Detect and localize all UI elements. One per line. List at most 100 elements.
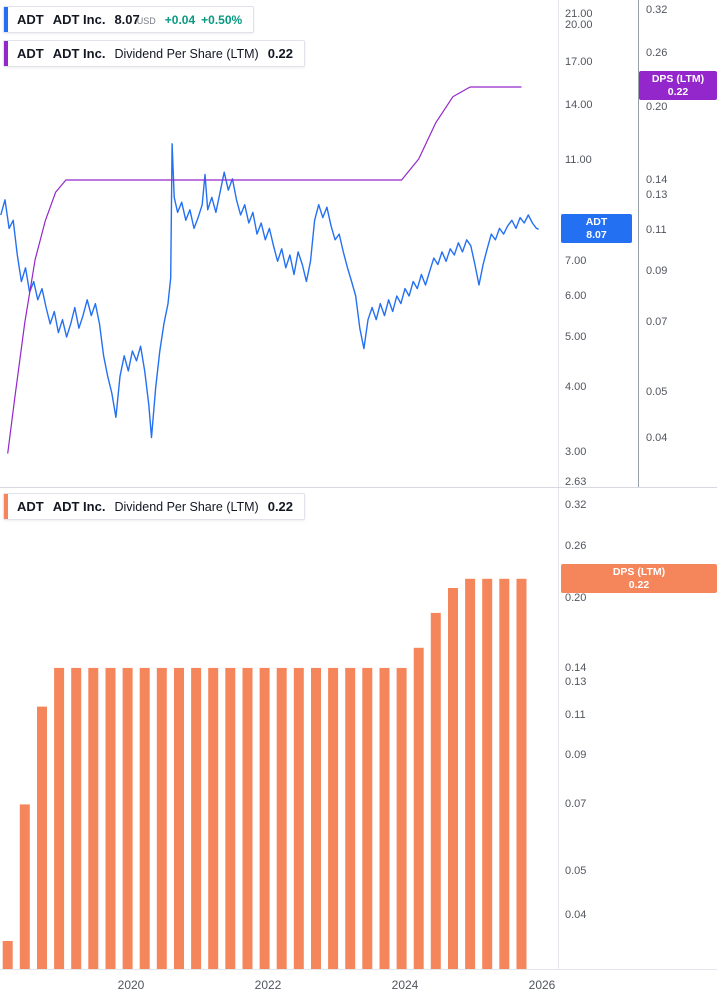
dps-bar (88, 667, 99, 969)
legend-currency: USD (136, 15, 156, 26)
dps-bar (242, 667, 253, 969)
dps-axis-tick: 0.09 (646, 264, 668, 277)
dps-axis-tick: 0.05 (646, 385, 668, 398)
dps-bar (156, 667, 167, 969)
dps-bar (19, 804, 30, 969)
legend-company-name[interactable]: ADT Inc. (52, 46, 106, 61)
price-axis-tick: 11.00 (565, 153, 592, 166)
dps-bar (122, 667, 133, 969)
dps-line (7, 86, 522, 454)
dps-axis-tick: 0.11 (565, 709, 586, 722)
dps-bar (396, 667, 407, 969)
dps-axis-border (638, 0, 639, 487)
legend-metric: Dividend Per Share (LTM) (114, 46, 259, 61)
legend-metric-value: 0.22 (267, 46, 294, 61)
price-axis-tick: 3.00 (565, 446, 587, 459)
dps-axis-tick: 0.13 (646, 189, 668, 202)
bottom-legend-row[interactable]: ADT ADT Inc. Dividend Per Share (LTM) 0.… (3, 493, 306, 520)
x-axis-year-label: 2022 (254, 978, 282, 992)
dps-axis-tick: 0.26 (646, 46, 668, 59)
legend-ticker[interactable]: ADT (17, 12, 44, 27)
dps-axis-tick: 0.20 (646, 100, 668, 113)
x-axis-year-label: 2020 (117, 978, 145, 992)
dps-axis-tick: 0.14 (646, 173, 668, 186)
dps-bar (191, 667, 202, 969)
dps-tag-value: 0.22 (667, 86, 689, 99)
legend-metric: Dividend Per Share (LTM) (114, 499, 259, 514)
x-axis-year-label: 2024 (391, 978, 419, 992)
dps-bar (259, 667, 270, 969)
time-axis[interactable]: 2020 2022 2024 2026 (0, 970, 717, 1005)
dps-bar (413, 647, 424, 969)
dps-bar (174, 667, 184, 969)
dps-bar (37, 706, 47, 969)
dps-bar (362, 667, 373, 969)
dps-bar (328, 667, 339, 969)
time-axis-border (0, 969, 717, 970)
dps-axis-tick: 0.07 (565, 798, 587, 811)
legend-company-name[interactable]: ADT Inc. (52, 499, 106, 514)
price-axis-tag: ADT 8.07 (561, 214, 632, 244)
dps-tag-label: DPS (LTM) (651, 73, 705, 86)
legend-ticker[interactable]: ADT (17, 46, 44, 61)
legend-change: +0.04 (164, 12, 196, 27)
dps-bar (71, 667, 82, 969)
price-tag-value: 8.07 (586, 229, 607, 242)
dps-bar (430, 612, 441, 969)
price-axis-tick: 6.00 (565, 289, 587, 302)
dps-axis-tag-bottom: DPS (LTM) 0.22 (561, 563, 717, 593)
dps-overlay-legend-row[interactable]: ADT ADT Inc. Dividend Per Share (LTM) 0.… (3, 40, 306, 67)
price-axis-tick: 21.00 (565, 8, 593, 20)
dps-axis-tick: 0.14 (565, 661, 587, 674)
dps-axis-tick: 0.05 (565, 864, 587, 877)
dps-bar (293, 667, 304, 969)
panel-divider[interactable] (0, 487, 717, 488)
dps-bar (208, 667, 219, 969)
legend-ticker[interactable]: ADT (17, 499, 44, 514)
dividend-bar-chart-plot[interactable] (0, 487, 717, 1005)
price-axis-tick: 17.00 (565, 55, 593, 68)
dps-tag-value: 0.22 (628, 578, 650, 591)
dps-bar (225, 667, 236, 969)
dps-axis-tick: 0.26 (565, 539, 587, 552)
dps-bar (105, 667, 116, 969)
dps-axis-tick: 0.11 (646, 223, 667, 236)
legend-change-percent: +0.50% (201, 12, 243, 27)
dps-bar (516, 578, 527, 969)
dps-tag-label: DPS (LTM) (612, 565, 666, 578)
dps-axis-tick: 0.07 (646, 316, 668, 329)
dps-axis-tick: 0.32 (646, 4, 668, 16)
dps-bar (465, 578, 476, 969)
dps-bar-series-color-icon (4, 494, 8, 519)
price-line (0, 143, 539, 439)
dps-bar (276, 667, 287, 969)
price-axis-tick: 5.00 (565, 331, 587, 344)
dps-bar (54, 667, 65, 969)
x-axis-year-label: 2026 (528, 978, 556, 992)
dps-axis-tick: 0.13 (565, 676, 587, 689)
price-chart-plot[interactable] (0, 0, 717, 487)
dps-bar (311, 667, 321, 969)
price-axis-tick: 4.00 (565, 381, 587, 394)
dps-bar (448, 588, 458, 969)
legend-last-price: 8.07 (114, 12, 140, 27)
dps-bar (139, 667, 150, 969)
price-legend-row[interactable]: ADT ADT Inc. 8.07 USD +0.04 +0.50% (3, 6, 255, 33)
price-axis-tick: 20.00 (565, 18, 593, 31)
legend-metric-value: 0.22 (267, 499, 294, 514)
dps-bar (345, 667, 356, 969)
legend-company-name[interactable]: ADT Inc. (52, 12, 106, 27)
bottom-axis-border (558, 488, 559, 969)
price-axis-tick: 2.63 (565, 475, 587, 488)
price-axis-border (558, 0, 559, 487)
price-series-color-icon (4, 7, 8, 32)
dps-bar (2, 941, 13, 969)
dps-axis-tick: 0.20 (565, 591, 587, 604)
dps-bar (482, 578, 493, 969)
price-axis-tick: 14.00 (565, 99, 593, 112)
price-axis-tick: 7.00 (565, 255, 587, 268)
dps-bar (379, 667, 390, 969)
dps-axis-tick: 0.32 (565, 499, 587, 511)
dps-axis-tick: 0.04 (646, 431, 668, 444)
